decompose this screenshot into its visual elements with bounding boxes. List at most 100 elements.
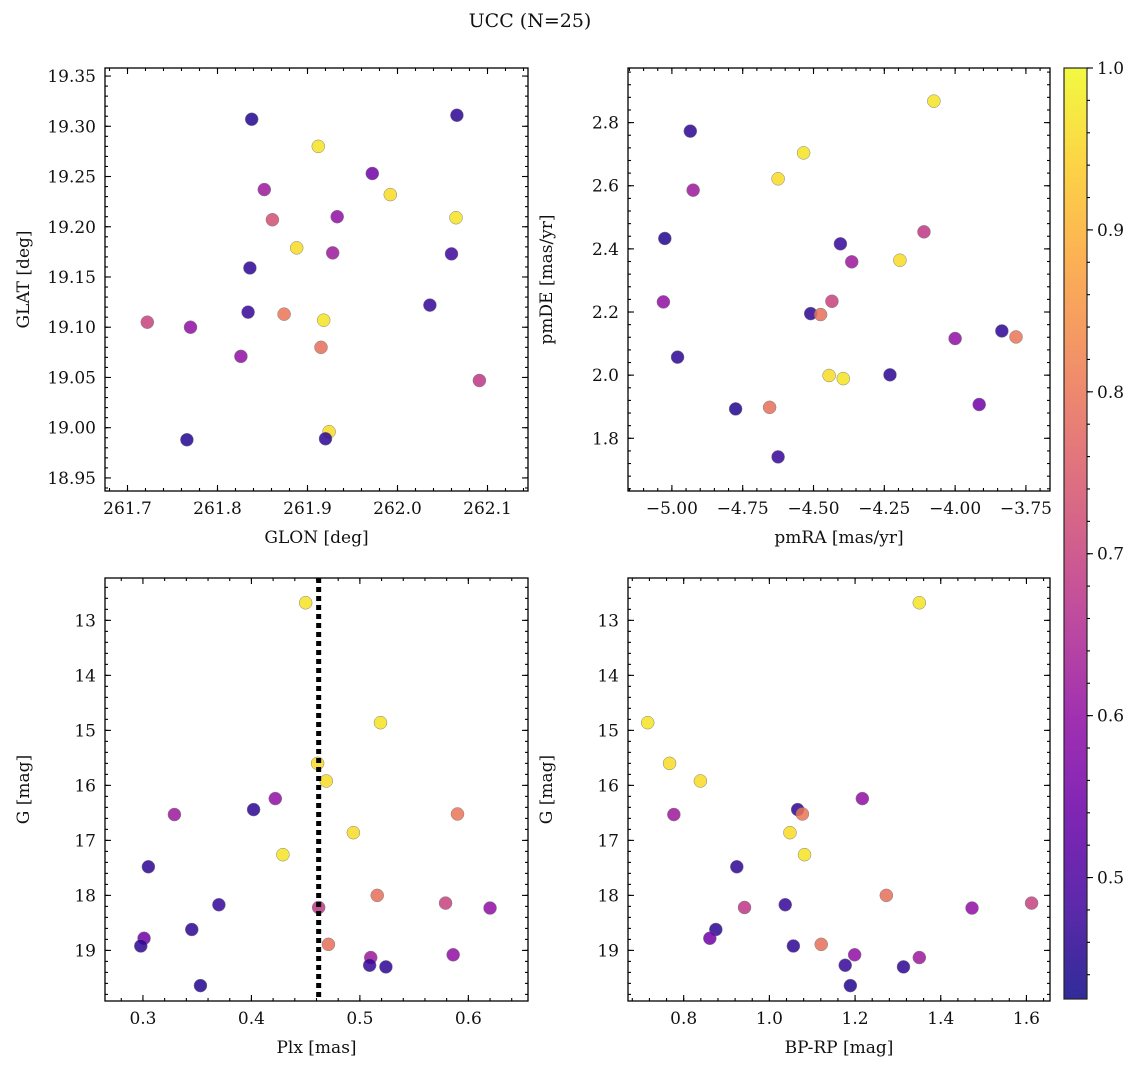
data-point [167, 807, 182, 822]
data-point [879, 888, 894, 903]
data-point [449, 210, 463, 225]
colorbar-tick-label: 0.5 [1097, 869, 1124, 889]
y-tick-label: 19.00 [47, 419, 96, 439]
data-point [896, 960, 911, 974]
x-tick-label: 262.0 [373, 499, 422, 519]
data-point [762, 400, 777, 415]
data-point [912, 596, 927, 610]
colorbar-tick-label: 0.8 [1097, 383, 1124, 403]
data-point [472, 373, 487, 388]
x-tick-label: 0.3 [129, 1009, 156, 1029]
data-point [1024, 896, 1039, 910]
x-tick-label: 0.6 [455, 1009, 482, 1029]
data-point [140, 315, 155, 329]
data-point [243, 261, 257, 275]
data-point [778, 897, 792, 912]
x-tick-label: −4.50 [787, 499, 839, 519]
y-tick-label: 19 [74, 941, 96, 961]
y-tick-label: 17 [74, 831, 96, 851]
axes-frame [104, 577, 529, 1002]
x-tick-label: 1.6 [1013, 1009, 1040, 1029]
x-axis-label: Plx [mas] [276, 1038, 356, 1058]
data-point [383, 187, 398, 202]
data-point [276, 847, 290, 862]
data-point [771, 172, 785, 186]
data-point [972, 397, 986, 412]
colorbar-tick-label: 0.6 [1097, 707, 1124, 727]
y-tick-label: 15 [597, 721, 619, 741]
y-tick-label: 17 [597, 831, 619, 851]
data-point [141, 860, 156, 874]
data-point [844, 255, 859, 269]
y-tick-label: 19.35 [47, 67, 96, 87]
y-axis-label: pmDE [mas/yr] [537, 214, 557, 344]
data-point [483, 901, 497, 915]
data-point [244, 112, 259, 126]
x-tick-label: −3.75 [1000, 499, 1052, 519]
y-axis-label: G [mag] [537, 755, 557, 824]
data-point [656, 295, 671, 309]
data-point [855, 791, 870, 806]
data-point [927, 94, 941, 108]
y-tick-label: 16 [597, 776, 619, 796]
data-point [180, 433, 194, 447]
data-point [298, 596, 313, 610]
panel-proper-motion: −5.00 −4.75 −4.50 −4.25 −4.00 −3.75 1.8 2.0 2.2 2… [537, 67, 1052, 548]
data-point [693, 774, 708, 788]
y-axis-label: G [mag] [14, 755, 34, 824]
data-point [362, 958, 377, 972]
x-tick-label: 1.4 [927, 1009, 954, 1029]
panel-color-magnitude: 0.8 1.0 1.2 1.4 1.6 13 14 15 16 17 18 19 BP-RP [mag]… [537, 577, 1051, 1058]
y-tick-label: 18 [74, 886, 96, 906]
data-point [917, 225, 931, 239]
data-point [246, 802, 261, 817]
y-tick-label: 1.8 [592, 429, 619, 449]
data-point [134, 939, 148, 953]
x-tick-label: −5.00 [646, 499, 698, 519]
x-tick-label: 261.7 [103, 499, 152, 519]
data-point [444, 247, 459, 261]
data-point [728, 402, 743, 416]
y-tick-label: 19 [597, 941, 619, 961]
x-tick-label: 0.8 [670, 1009, 697, 1029]
y-tick-label: 19.05 [47, 368, 96, 388]
panel-glon-glat: 261.7 261.8 261.9 262.0 262.1 18.95 19.00 19.05… [14, 67, 529, 548]
y-tick-label: 2.2 [592, 303, 619, 323]
data-point [289, 241, 304, 255]
data-point [833, 237, 848, 251]
data-point [640, 715, 655, 730]
x-axis-label: pmRA [mas/yr] [774, 528, 903, 548]
data-point [847, 948, 862, 962]
x-tick-label: 261.8 [193, 499, 242, 519]
x-tick-label: −4.75 [717, 499, 769, 519]
x-tick-label: −4.00 [929, 499, 981, 519]
data-point [786, 939, 801, 953]
x-tick-label: 0.5 [346, 1009, 373, 1029]
data-point [893, 253, 907, 267]
y-tick-label: 2.6 [592, 177, 619, 197]
data-point [319, 774, 334, 788]
axes-frame [627, 577, 1051, 1002]
data-point [193, 978, 208, 993]
panel-plx-g: 0.3 0.4 0.5 0.6 13 14 15 16 17 18 19 Plx [mas] G [ma… [14, 577, 529, 1058]
data-point [277, 307, 291, 321]
data-point [825, 294, 839, 309]
data-point [185, 922, 199, 937]
data-point [325, 246, 340, 260]
data-point [797, 847, 812, 862]
data-point [658, 231, 672, 246]
data-point [423, 298, 437, 312]
data-point [783, 825, 797, 840]
colorbar-tick-label: 0.7 [1097, 545, 1124, 565]
data-point [822, 368, 836, 383]
data-point [683, 124, 698, 138]
data-point [843, 978, 858, 993]
data-point [373, 715, 388, 730]
data-point [737, 900, 752, 915]
y-tick-label: 18.95 [47, 469, 96, 489]
data-point [316, 313, 331, 327]
x-tick-label: 261.9 [283, 499, 332, 519]
x-tick-label: 0.4 [238, 1009, 265, 1029]
y-tick-label: 19.10 [47, 318, 96, 338]
